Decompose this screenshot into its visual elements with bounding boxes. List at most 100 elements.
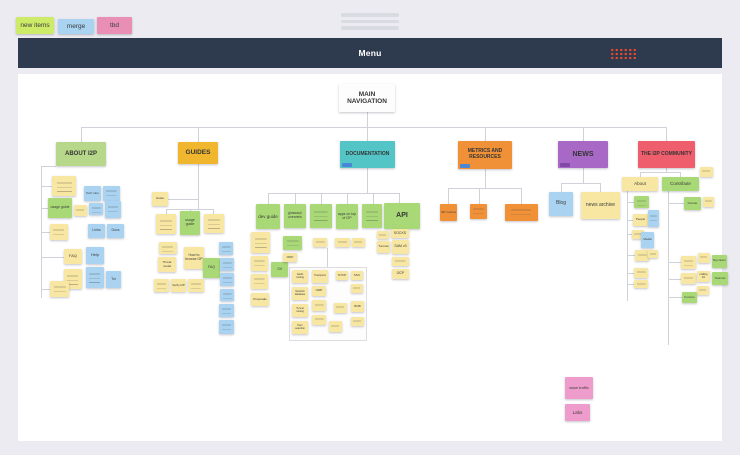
sticky-guides-small-1[interactable] (159, 242, 177, 254)
sticky-about-small-7[interactable] (50, 281, 69, 297)
board-background[interactable] (18, 74, 722, 441)
root-main-navigation[interactable]: MAIN NAVIGATION (339, 84, 395, 112)
sticky-glossary-i2np[interactable]: I2NP (283, 253, 297, 262)
header-news[interactable]: NEWS (558, 141, 608, 168)
sticky-frame-r4c2[interactable] (312, 315, 326, 325)
sticky-frame-transports[interactable]: Transports (312, 270, 328, 283)
sticky-comm-about-1[interactable] (634, 196, 649, 208)
sticky-news-archive[interactable]: news archive (581, 192, 620, 219)
sticky-community-tiny-top[interactable] (700, 167, 713, 177)
sticky-comm-contrib-3[interactable] (698, 253, 710, 263)
sticky-frame-tunnel-routing[interactable]: Tunnel routing (292, 304, 308, 317)
sticky-devguide-proposals[interactable]: Proposals (251, 293, 269, 306)
sticky-frame-netdb[interactable]: Network database (292, 287, 308, 300)
sticky-devguide-git[interactable]: Git (271, 262, 288, 277)
sticky-about-small-4[interactable] (50, 224, 68, 240)
sticky-community-about[interactable]: About (622, 177, 658, 191)
sticky-guides-small-2[interactable] (154, 279, 169, 292)
sticky-frame-r2c4[interactable] (351, 284, 363, 293)
sticky-docs-glossary[interactable]: glossary/ overview (284, 204, 306, 228)
sticky-about-small-6[interactable] (86, 267, 104, 288)
sticky-about-small-1[interactable] (74, 205, 87, 216)
sticky-frame-gmp[interactable]: GMP (312, 286, 326, 296)
sticky-comm-mailing-list[interactable]: mailing list (697, 271, 710, 282)
sticky-guides-small-3[interactable] (188, 279, 204, 292)
sticky-devguide-1[interactable] (251, 232, 270, 253)
sticky-comm-people[interactable]: People (633, 214, 648, 226)
sticky-frame-bob[interactable]: BOB (351, 301, 364, 312)
sticky-labs[interactable]: Labs (565, 404, 590, 421)
header-i2p-community[interactable]: THE I2P COMMUNITY (638, 141, 695, 168)
sticky-docs-apps-on-top[interactable]: apps on top of I2P (336, 204, 358, 229)
sticky-metrics-right[interactable] (505, 204, 538, 221)
sticky-api-socks[interactable]: SOCKS (391, 229, 409, 238)
sticky-comm-about-3[interactable] (632, 230, 644, 239)
legend-merge[interactable]: merge (58, 19, 94, 34)
sticky-frame-r3c2[interactable] (312, 300, 326, 311)
sticky-frame-peer-selection[interactable]: Peer selection (292, 321, 308, 334)
sticky-comm-donate[interactable]: Donate (684, 197, 701, 210)
sticky-api-i2cp[interactable]: I2CP (392, 269, 409, 279)
sticky-comm-task-list[interactable]: Task list (712, 272, 728, 285)
sticky-comm-about-6[interactable] (634, 268, 648, 278)
sticky-about-compare[interactable] (103, 186, 120, 201)
header-metrics-resources[interactable]: METRICS AND RESOURCES (458, 141, 512, 169)
sticky-devguide-2[interactable] (251, 256, 268, 271)
sticky-comm-forums[interactable]: Forums (682, 292, 697, 303)
sticky-about-small-2[interactable] (89, 203, 103, 215)
sticky-comm-contrib-5[interactable] (697, 286, 709, 295)
sticky-about-faq[interactable]: FAQ (64, 249, 82, 264)
sticky-guides-blue-3[interactable] (220, 273, 234, 286)
sticky-about-intro[interactable] (52, 176, 76, 196)
legend-tbd[interactable]: tbd (97, 17, 132, 34)
sticky-guides-blue-1[interactable] (219, 242, 233, 255)
sticky-comm-about-5[interactable] (648, 250, 658, 258)
sticky-guides-blue-5[interactable] (219, 304, 234, 317)
sticky-comm-about-4[interactable] (635, 250, 649, 261)
sticky-frame-ssu[interactable]: SSU (351, 271, 363, 280)
header-guides[interactable]: GUIDES (178, 142, 218, 164)
sticky-metrics-i2p-metrics[interactable]: I2P metrics (440, 204, 457, 221)
sticky-about-tech-intro[interactable]: Tech intro (84, 186, 101, 201)
sticky-api-small-1[interactable] (377, 231, 389, 239)
sticky-guides-on-top[interactable] (204, 214, 224, 233)
sticky-guides-blue-4[interactable] (220, 289, 234, 301)
sticky-news-blog[interactable]: Blog (549, 192, 573, 216)
sticky-guides-usage-guide[interactable]: usage guide (180, 211, 200, 235)
sticky-docs-misc[interactable] (362, 204, 382, 228)
sticky-about-usage-guide[interactable]: usage guide (48, 198, 72, 218)
sticky-about-tor[interactable]: Tor (106, 271, 121, 288)
sticky-frame-r4c4[interactable] (351, 317, 364, 326)
sticky-docs-protocols[interactable] (310, 204, 332, 228)
sticky-guides-guide[interactable]: Guide (152, 192, 168, 206)
sticky-comm-contrib-4[interactable] (681, 273, 696, 284)
header-about-i2p[interactable]: ABOUT I2P (56, 142, 106, 166)
sticky-frame-garlic-routing[interactable]: Garlic routing (292, 270, 308, 283)
sticky-about-help[interactable]: Help (86, 247, 104, 264)
sticky-api-tunnels[interactable]: Tunnels (377, 241, 390, 253)
sticky-guides-verify-i2p[interactable]: Verify I2P (171, 279, 186, 292)
sticky-guides-threat-model[interactable]: Threat model (158, 257, 176, 272)
sticky-docs-mini-3[interactable] (352, 238, 365, 247)
menu-bar[interactable]: Menu (18, 38, 722, 68)
sticky-comm-contrib-1[interactable] (703, 197, 714, 207)
legend-new-items[interactable]: new items (16, 17, 54, 34)
sticky-docs-mini-2[interactable] (335, 238, 350, 247)
sticky-frame-ntcp[interactable]: NTCP (336, 271, 348, 280)
sticky-comm-about-2[interactable] (648, 210, 659, 227)
sticky-api-small-2[interactable] (392, 257, 409, 266)
sticky-devguide-3[interactable] (251, 274, 268, 289)
sticky-about-docs[interactable]: Docs (107, 224, 124, 238)
sticky-guides-blue-2[interactable] (220, 258, 234, 271)
sticky-api-sam-v3[interactable]: SAM v3 (392, 240, 409, 254)
sticky-comm-about-7[interactable] (634, 280, 648, 288)
sticky-docs-mini-1[interactable] (313, 238, 327, 247)
sticky-frame-r4c3[interactable] (329, 321, 342, 332)
sticky-guides-newbie[interactable] (156, 214, 176, 234)
sticky-community-contribute[interactable]: Contribute (662, 177, 699, 191)
sticky-comm-contrib-2[interactable] (681, 256, 696, 269)
sticky-comm-media[interactable]: Media (641, 232, 654, 248)
header-documentation[interactable]: DOCUMENTATION (340, 141, 395, 168)
sticky-docs-api[interactable]: API (384, 203, 420, 229)
sticky-comm-bug-tracker[interactable]: Bug tracker (712, 255, 727, 268)
